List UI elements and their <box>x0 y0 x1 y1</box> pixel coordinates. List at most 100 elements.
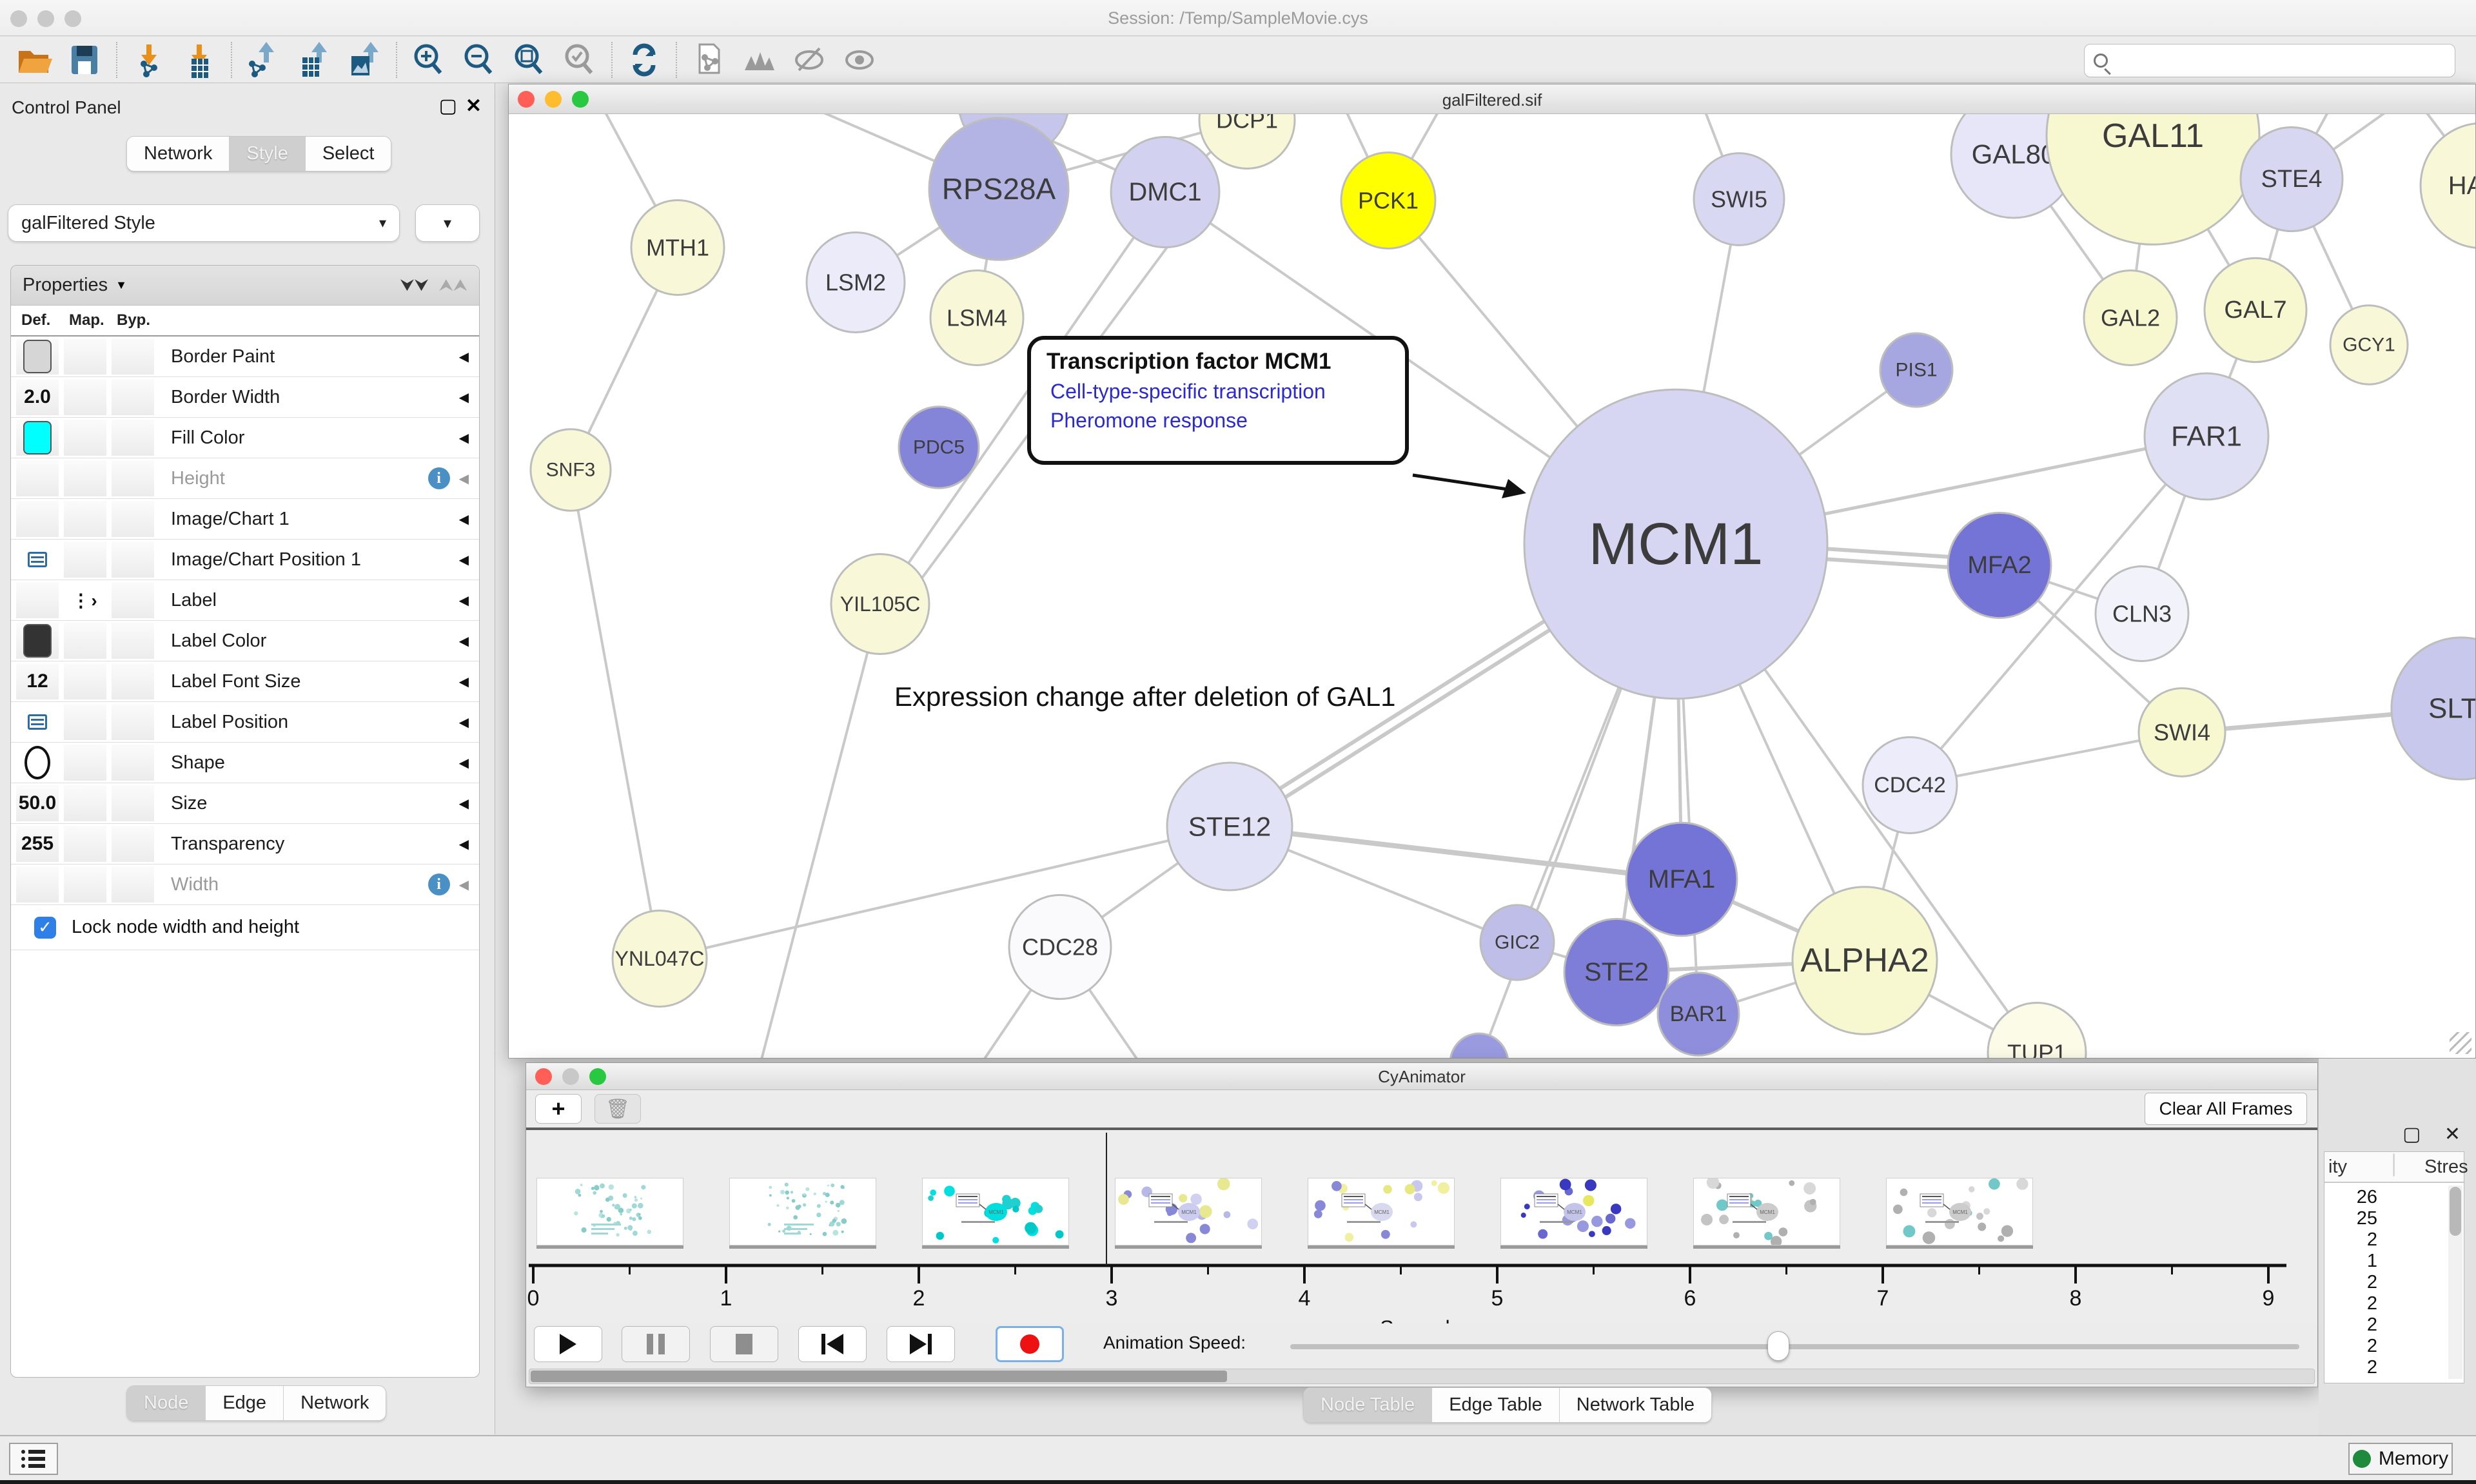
column-stres[interactable]: Stres <box>2424 1156 2468 1177</box>
network-window-titlebar[interactable]: galFiltered.sif <box>509 84 2475 114</box>
zoom-selected-button[interactable] <box>555 39 605 81</box>
network-node-MTH1[interactable]: MTH1 <box>630 199 725 296</box>
collapse-arrow-icon[interactable]: ◀ <box>458 634 469 649</box>
default-value-cell[interactable] <box>16 460 59 496</box>
bypass-cell[interactable] <box>112 582 154 618</box>
import-table-button[interactable] <box>174 39 224 81</box>
default-value-cell[interactable]: 2.0 <box>16 379 59 415</box>
property-row-shape[interactable]: Shape ◀ <box>11 743 479 783</box>
property-row-label[interactable]: ⋮› Label ◀ <box>11 580 479 621</box>
export-network-button[interactable] <box>239 39 289 81</box>
default-value-cell[interactable] <box>16 704 59 740</box>
hide-selected-button[interactable] <box>784 39 834 81</box>
mapping-cell[interactable] <box>64 704 106 740</box>
network-node-LSM4[interactable]: LSM4 <box>929 269 1025 366</box>
network-node-GAL80[interactable]: GAL80 <box>1950 114 2078 219</box>
scrollbar-thumb[interactable] <box>531 1371 1227 1382</box>
property-row-label-position[interactable]: Label Position ◀ <box>11 702 479 743</box>
open-session-button[interactable] <box>9 39 59 81</box>
bypass-cell[interactable] <box>112 542 154 578</box>
property-row-image-chart-1[interactable]: Image/Chart 1 ◀ <box>11 499 479 540</box>
network-zoom-button[interactable] <box>572 91 589 108</box>
bypass-cell[interactable] <box>112 501 154 537</box>
mapping-cell[interactable] <box>64 460 106 496</box>
frame-thumbnail-4[interactable]: MCM1 <box>1308 1178 1455 1245</box>
property-row-label-color[interactable]: Label Color ◀ <box>11 621 479 661</box>
network-node-SWI5[interactable]: SWI5 <box>1693 152 1785 246</box>
annotation-link-1[interactable]: Cell-type-specific transcription <box>1050 380 1326 403</box>
network-node-LSM2[interactable]: LSM2 <box>805 231 906 334</box>
app-minimize-button[interactable] <box>37 10 54 27</box>
network-node-STE12[interactable]: STE12 <box>1166 761 1293 892</box>
collapse-all-icon[interactable]: ⮝⮝ <box>438 275 467 295</box>
tab-network-table[interactable]: Network Table <box>1559 1388 1712 1422</box>
network-node-STE2[interactable]: STE2 <box>1563 917 1670 1027</box>
network-node-RPS28A[interactable]: RPS28A <box>928 117 1070 261</box>
record-button[interactable] <box>996 1326 1064 1362</box>
skip-to-end-button[interactable] <box>887 1326 955 1362</box>
network-node-YNL047C[interactable]: YNL047C <box>611 910 708 1008</box>
network-node-FAR1[interactable]: FAR1 <box>2143 372 2270 501</box>
collapse-arrow-icon[interactable]: ◀ <box>458 593 469 608</box>
table-cell[interactable]: 2 <box>2366 1293 2377 1314</box>
frame-thumbnail-0[interactable] <box>536 1178 683 1245</box>
mapping-cell[interactable] <box>64 501 106 537</box>
timeline-scrollbar[interactable] <box>529 1369 2315 1384</box>
collapse-arrow-icon[interactable]: ◀ <box>458 471 469 486</box>
timeline-area[interactable]: 0 1 2 3 4 5 6 7 8 9 Seconds MCM1 MCM1 MCM1 MCM1 MCM1 MCM… <box>526 1130 2317 1323</box>
collapse-arrow-icon[interactable]: ◀ <box>458 431 469 445</box>
lock-size-row[interactable]: ✓ Lock node width and height <box>11 905 479 950</box>
table-cell[interactable]: 2 <box>2366 1314 2377 1335</box>
close-panel-icon[interactable]: ✕ <box>465 95 482 117</box>
bypass-cell[interactable] <box>112 623 154 659</box>
cyanimator-close-button[interactable] <box>535 1068 552 1085</box>
stop-button[interactable] <box>710 1326 778 1362</box>
zoom-out-button[interactable] <box>454 39 504 81</box>
mapping-cell[interactable]: ⋮› <box>64 582 106 618</box>
bypass-cell[interactable] <box>112 663 154 699</box>
collapse-arrow-icon[interactable]: ◀ <box>458 674 469 689</box>
skip-to-start-button[interactable] <box>798 1326 867 1362</box>
frame-thumbnail-7[interactable]: MCM1 <box>1886 1178 2033 1245</box>
network-node-PIS1[interactable]: PIS1 <box>1879 332 1954 408</box>
table-cell[interactable]: 2 <box>2366 1229 2377 1250</box>
frame-thumbnail-2[interactable]: MCM1 <box>922 1178 1069 1245</box>
clear-all-frames-button[interactable]: Clear All Frames <box>2145 1093 2307 1125</box>
annotation-link-2[interactable]: Pheromone response <box>1050 409 1248 432</box>
frame-thumbnail-5[interactable]: MCM1 <box>1500 1178 1647 1245</box>
network-node-MFA1[interactable]: MFA1 <box>1625 821 1738 937</box>
collapse-arrow-icon[interactable]: ◀ <box>458 796 469 811</box>
collapse-arrow-icon[interactable]: ◀ <box>458 552 469 567</box>
default-value-cell[interactable] <box>16 542 59 578</box>
default-value-cell[interactable]: 12 <box>16 663 59 699</box>
app-close-button[interactable] <box>10 10 27 27</box>
zoom-in-button[interactable] <box>404 39 454 81</box>
delete-frame-button[interactable]: 🗑 <box>594 1094 641 1124</box>
network-node-NODEB[interactable] <box>1449 1032 1509 1058</box>
network-node-GAL11[interactable]: GAL11 <box>2045 114 2261 246</box>
network-node-SWI4[interactable]: SWI4 <box>2137 687 2226 777</box>
collapse-arrow-icon[interactable]: ◀ <box>458 877 469 892</box>
zoom-fit-button[interactable] <box>504 39 555 81</box>
tab-edge-table[interactable]: Edge Table <box>1432 1388 1560 1422</box>
mapping-cell[interactable] <box>64 826 106 862</box>
node-table[interactable]: ity │ Stres 26 25 2 1 2 2 2 2 2 <box>2324 1151 2468 1383</box>
network-node-HAP2[interactable]: HAP2 <box>2419 122 2475 249</box>
network-node-DCP1[interactable]: DCP1 <box>1198 114 1296 170</box>
tab-select[interactable]: Select <box>305 137 391 171</box>
properties-header[interactable]: Properties ▼ ⮟⮟ ⮝⮝ <box>11 266 479 306</box>
network-close-button[interactable] <box>518 91 535 108</box>
property-row-border-width[interactable]: 2.0 Border Width ◀ <box>11 377 479 418</box>
default-value-cell[interactable]: 50.0 <box>16 785 59 821</box>
style-options-button[interactable]: ▾ <box>415 204 480 242</box>
property-row-width[interactable]: Width i ◀ <box>11 864 479 905</box>
property-row-transparency[interactable]: 255 Transparency ◀ <box>11 824 479 864</box>
default-value-cell[interactable] <box>16 745 59 781</box>
first-neighbors-button[interactable] <box>734 39 784 81</box>
network-node-GCY1[interactable]: GCY1 <box>2329 304 2409 386</box>
network-node-SNF3[interactable]: SNF3 <box>529 428 612 512</box>
mapping-cell[interactable] <box>64 542 106 578</box>
bottom-tab-edge[interactable]: Edge <box>206 1386 284 1420</box>
tab-style[interactable]: Style <box>230 137 306 171</box>
collapse-arrow-icon[interactable]: ◀ <box>458 715 469 730</box>
